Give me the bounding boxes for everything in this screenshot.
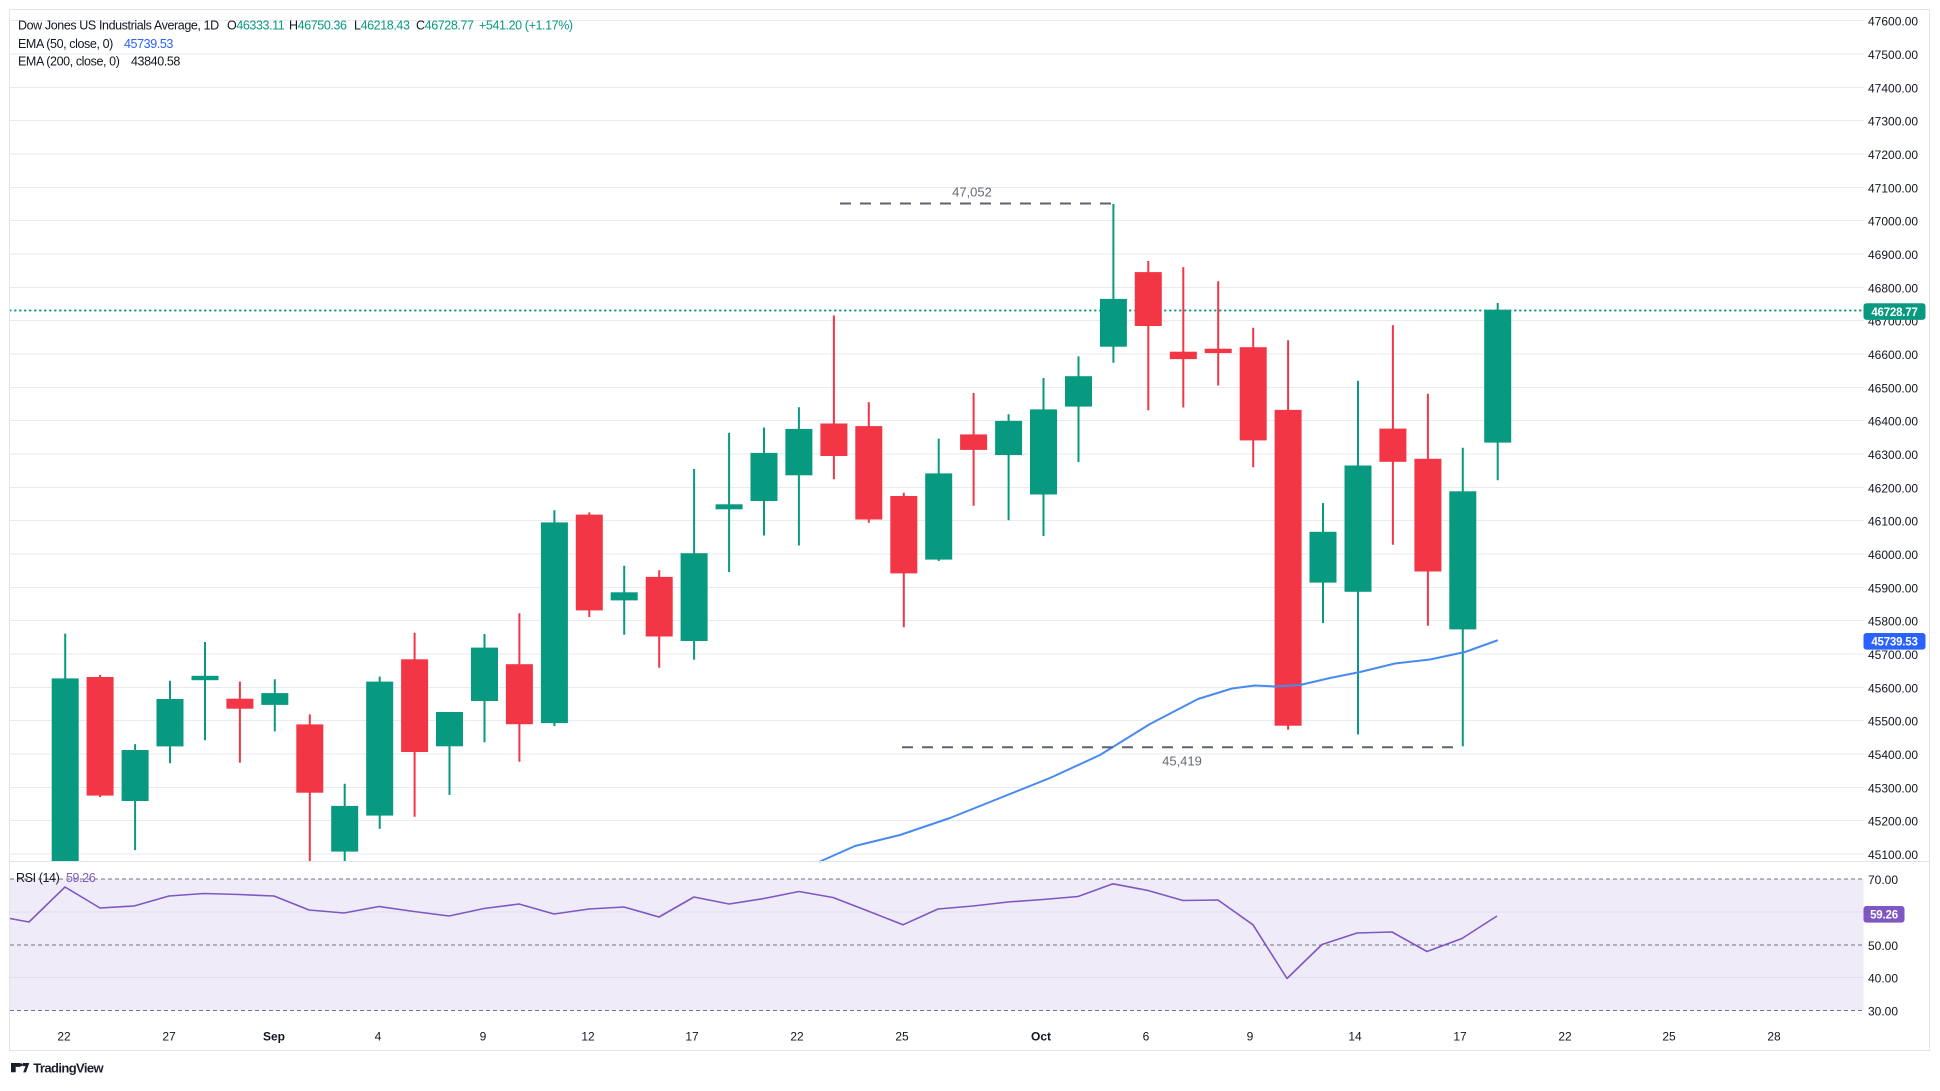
svg-text:59.26: 59.26 — [1870, 910, 1898, 922]
svg-text:47000.00: 47000.00 — [1868, 215, 1918, 229]
svg-text:46900.00: 46900.00 — [1868, 248, 1918, 262]
svg-text:45,419: 45,419 — [1162, 754, 1202, 769]
svg-text:C46728.77: C46728.77 — [416, 18, 474, 32]
svg-text:43840.58: 43840.58 — [131, 54, 180, 68]
svg-text:RSI (14): RSI (14) — [16, 871, 60, 885]
svg-text:4: 4 — [375, 1030, 382, 1044]
svg-text:17: 17 — [1453, 1030, 1467, 1044]
svg-text:12: 12 — [581, 1030, 595, 1044]
svg-text:46000.00: 46000.00 — [1868, 548, 1918, 562]
svg-text:EMA (50, close, 0): EMA (50, close, 0) — [18, 37, 113, 51]
svg-text:Oct: Oct — [1031, 1030, 1051, 1044]
svg-text:45900.00: 45900.00 — [1868, 581, 1918, 595]
svg-text:45739.53: 45739.53 — [1871, 637, 1917, 649]
svg-text:O46333.11: O46333.11 — [227, 18, 285, 32]
svg-text:22: 22 — [1558, 1030, 1572, 1044]
svg-text:45800.00: 45800.00 — [1868, 615, 1918, 629]
svg-text:28: 28 — [1767, 1030, 1781, 1044]
svg-text:47500.00: 47500.00 — [1868, 48, 1918, 62]
svg-text:47,052: 47,052 — [952, 185, 992, 200]
svg-text:46200.00: 46200.00 — [1868, 481, 1918, 495]
svg-text:45100.00: 45100.00 — [1868, 848, 1918, 862]
svg-text:50.00: 50.00 — [1868, 939, 1898, 953]
svg-text:25: 25 — [895, 1030, 909, 1044]
svg-text:47300.00: 47300.00 — [1868, 115, 1918, 129]
svg-text:46400.00: 46400.00 — [1868, 415, 1918, 429]
svg-text:46728.77: 46728.77 — [1871, 307, 1917, 319]
svg-text:EMA (200, close, 0): EMA (200, close, 0) — [18, 54, 120, 68]
svg-text:45600.00: 45600.00 — [1868, 681, 1918, 695]
svg-text:45300.00: 45300.00 — [1868, 781, 1918, 795]
svg-text:45739.53: 45739.53 — [124, 37, 173, 51]
svg-text:46100.00: 46100.00 — [1868, 515, 1918, 529]
svg-text:17: 17 — [685, 1030, 699, 1044]
svg-text:45400.00: 45400.00 — [1868, 748, 1918, 762]
svg-text:H46750.36: H46750.36 — [289, 18, 347, 32]
svg-text:L46218.43: L46218.43 — [354, 18, 410, 32]
svg-text:46800.00: 46800.00 — [1868, 281, 1918, 295]
svg-text:47200.00: 47200.00 — [1868, 148, 1918, 162]
svg-text:22: 22 — [57, 1030, 71, 1044]
svg-text:45200.00: 45200.00 — [1868, 815, 1918, 829]
svg-text:9: 9 — [1247, 1030, 1254, 1044]
svg-text:45500.00: 45500.00 — [1868, 715, 1918, 729]
svg-text:9: 9 — [480, 1030, 487, 1044]
svg-text:46500.00: 46500.00 — [1868, 381, 1918, 395]
svg-text:47600.00: 47600.00 — [1868, 15, 1918, 29]
svg-text:47400.00: 47400.00 — [1868, 81, 1918, 95]
svg-text:70.00: 70.00 — [1868, 873, 1898, 887]
svg-text:27: 27 — [162, 1030, 176, 1044]
svg-text:14: 14 — [1348, 1030, 1362, 1044]
svg-text:40.00: 40.00 — [1868, 972, 1898, 986]
svg-text:22: 22 — [790, 1030, 804, 1044]
svg-text:45700.00: 45700.00 — [1868, 648, 1918, 662]
svg-text:+541.20 (+1.17%): +541.20 (+1.17%) — [479, 18, 573, 32]
svg-text:47100.00: 47100.00 — [1868, 181, 1918, 195]
svg-text:Dow Jones US Industrials Avera: Dow Jones US Industrials Average, 1D — [18, 18, 219, 32]
svg-text:Sep: Sep — [263, 1030, 285, 1044]
svg-text:25: 25 — [1662, 1030, 1676, 1044]
svg-text:TradingView: TradingView — [33, 1060, 104, 1075]
svg-text:59.26: 59.26 — [66, 871, 96, 885]
svg-text:30.00: 30.00 — [1868, 1005, 1898, 1019]
svg-text:6: 6 — [1143, 1030, 1150, 1044]
svg-text:46300.00: 46300.00 — [1868, 448, 1918, 462]
svg-text:46600.00: 46600.00 — [1868, 348, 1918, 362]
